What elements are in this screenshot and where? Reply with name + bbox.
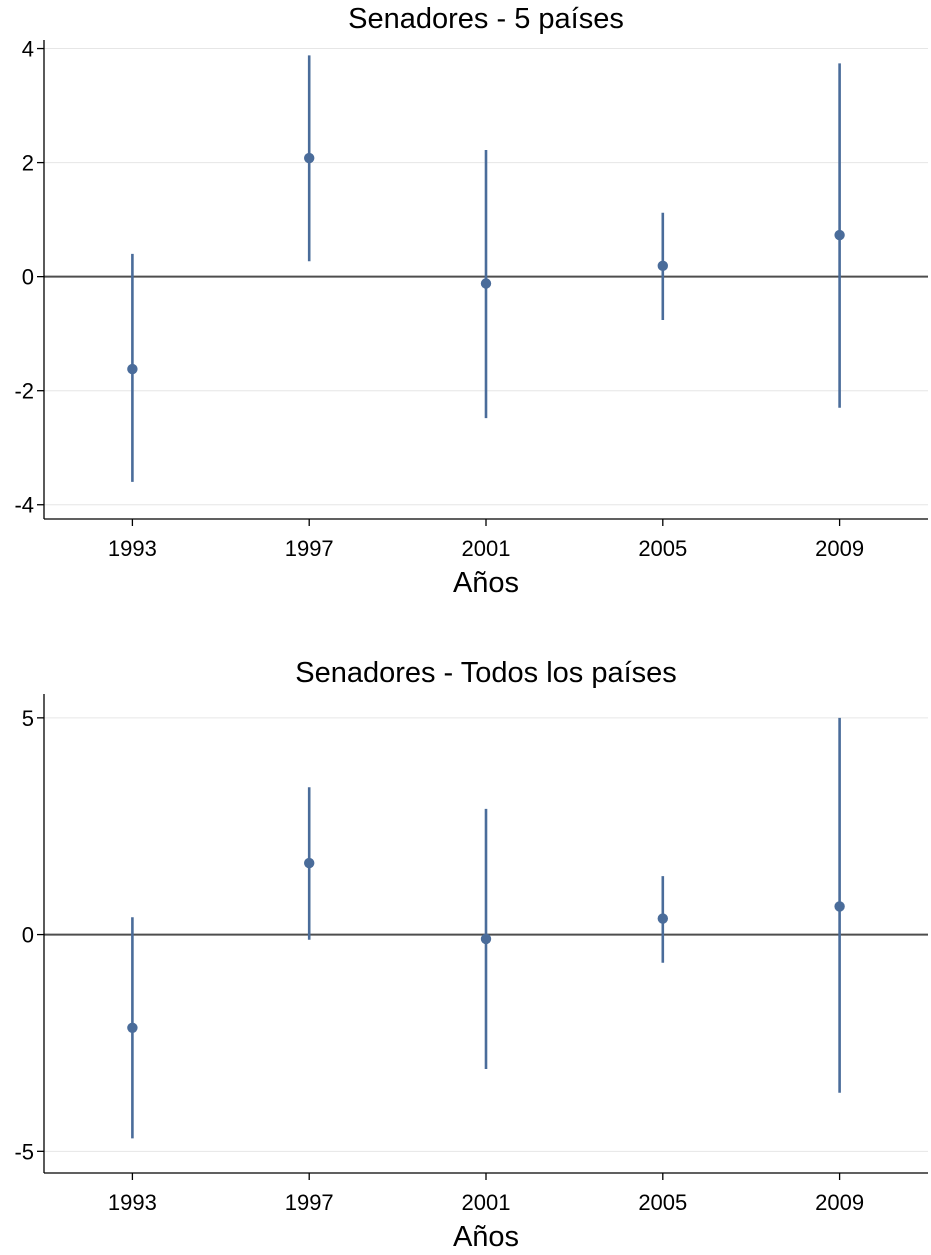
chart-panel-todos-los-paises: Senadores - Todos los países Años -5 0 5 19… [14, 657, 928, 1253]
point-estimate [127, 1022, 138, 1033]
x-axis-label: Años [453, 1221, 519, 1253]
x-tick-label: 1993 [108, 536, 157, 561]
point-estimate [127, 363, 138, 375]
y-tick-label: 5 [22, 706, 34, 731]
point-estimate [480, 278, 492, 289]
x-tick-label: 2009 [815, 1190, 864, 1215]
x-tick-label: 1997 [285, 1190, 334, 1215]
point-estimate [304, 152, 315, 164]
x-tick-label: 2009 [815, 536, 864, 561]
x-axis-label: Años [453, 567, 519, 599]
chart-panel-5-paises: Senadores - 5 países Años -4 -2 0 2 4 1993 199… [14, 3, 928, 599]
point-estimate [834, 229, 845, 241]
chart-title: Senadores - 5 países [348, 3, 624, 35]
y-tick-label: -4 [14, 493, 34, 518]
point-estimate [657, 913, 668, 924]
y-tick-label: -5 [14, 1139, 34, 1164]
x-tick-label: 1997 [285, 536, 334, 561]
point-estimate [657, 260, 668, 272]
point-estimate [304, 857, 315, 869]
y-tick-label: 0 [22, 923, 34, 948]
chart-title: Senadores - Todos los países [295, 657, 677, 689]
y-tick-label: 2 [22, 151, 34, 176]
x-tick-label: 1993 [108, 1190, 157, 1215]
x-tick-label: 2001 [462, 1190, 511, 1215]
x-tick-label: 2001 [462, 536, 511, 561]
y-tick-label: -2 [14, 379, 34, 404]
x-tick-label: 2005 [638, 1190, 687, 1215]
point-estimate [480, 933, 492, 945]
y-tick-label: 4 [22, 37, 34, 62]
x-tick-label: 2005 [638, 536, 687, 561]
point-estimate [834, 901, 845, 912]
y-tick-label: 0 [22, 265, 34, 290]
